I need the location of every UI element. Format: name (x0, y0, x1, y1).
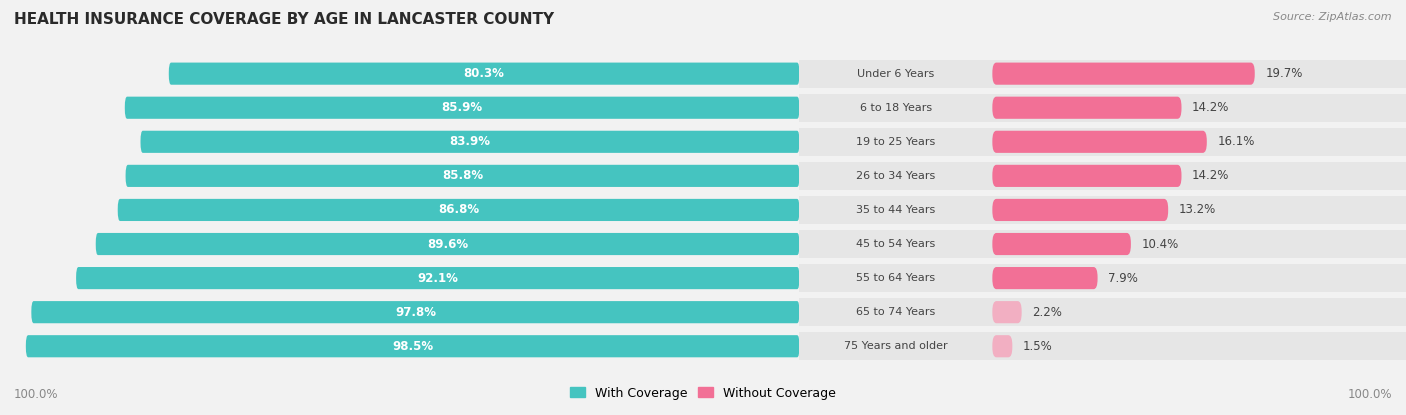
FancyBboxPatch shape (993, 230, 1392, 258)
Text: 14.2%: 14.2% (1192, 101, 1229, 114)
Text: 10.4%: 10.4% (1142, 237, 1178, 251)
FancyBboxPatch shape (125, 97, 800, 119)
Text: 75 Years and older: 75 Years and older (844, 341, 948, 351)
FancyBboxPatch shape (993, 264, 1392, 292)
Text: 65 to 74 Years: 65 to 74 Years (856, 307, 935, 317)
FancyBboxPatch shape (800, 196, 993, 224)
Text: 83.9%: 83.9% (450, 135, 491, 148)
FancyBboxPatch shape (800, 332, 1406, 360)
FancyBboxPatch shape (993, 59, 1392, 88)
Text: 14.2%: 14.2% (1192, 169, 1229, 182)
Text: 55 to 64 Years: 55 to 64 Years (856, 273, 935, 283)
FancyBboxPatch shape (993, 196, 1392, 224)
FancyBboxPatch shape (993, 199, 1168, 221)
FancyBboxPatch shape (993, 128, 1392, 156)
FancyBboxPatch shape (993, 63, 1254, 85)
FancyBboxPatch shape (993, 332, 1392, 360)
FancyBboxPatch shape (800, 264, 1406, 292)
FancyBboxPatch shape (800, 128, 1406, 156)
Text: 89.6%: 89.6% (427, 237, 468, 251)
Text: 80.3%: 80.3% (464, 67, 505, 80)
FancyBboxPatch shape (125, 165, 800, 187)
FancyBboxPatch shape (993, 298, 1392, 326)
FancyBboxPatch shape (993, 94, 1392, 122)
Text: 26 to 34 Years: 26 to 34 Years (856, 171, 935, 181)
Legend: With Coverage, Without Coverage: With Coverage, Without Coverage (565, 382, 841, 405)
FancyBboxPatch shape (76, 267, 800, 289)
Text: 100.0%: 100.0% (1347, 388, 1392, 401)
FancyBboxPatch shape (800, 128, 993, 156)
FancyBboxPatch shape (118, 199, 800, 221)
Text: 85.9%: 85.9% (441, 101, 482, 114)
FancyBboxPatch shape (800, 162, 1406, 190)
Text: 13.2%: 13.2% (1178, 203, 1216, 217)
FancyBboxPatch shape (141, 131, 800, 153)
FancyBboxPatch shape (993, 301, 1022, 323)
Text: 100.0%: 100.0% (14, 388, 59, 401)
Text: 86.8%: 86.8% (439, 203, 479, 217)
Text: 92.1%: 92.1% (418, 271, 458, 285)
FancyBboxPatch shape (993, 267, 1098, 289)
FancyBboxPatch shape (800, 59, 1406, 88)
Text: Source: ZipAtlas.com: Source: ZipAtlas.com (1274, 12, 1392, 22)
FancyBboxPatch shape (800, 298, 1406, 326)
FancyBboxPatch shape (993, 233, 1130, 255)
FancyBboxPatch shape (993, 335, 1012, 357)
FancyBboxPatch shape (25, 335, 800, 357)
FancyBboxPatch shape (800, 196, 1406, 224)
Text: 6 to 18 Years: 6 to 18 Years (860, 103, 932, 113)
Text: 19.7%: 19.7% (1265, 67, 1303, 80)
Text: 16.1%: 16.1% (1218, 135, 1254, 148)
FancyBboxPatch shape (993, 162, 1392, 190)
FancyBboxPatch shape (800, 264, 993, 292)
FancyBboxPatch shape (800, 230, 1406, 258)
FancyBboxPatch shape (96, 233, 800, 255)
Text: 98.5%: 98.5% (392, 340, 433, 353)
Text: 35 to 44 Years: 35 to 44 Years (856, 205, 935, 215)
FancyBboxPatch shape (993, 131, 1206, 153)
Text: Under 6 Years: Under 6 Years (858, 68, 935, 79)
FancyBboxPatch shape (31, 301, 800, 323)
Text: 85.8%: 85.8% (441, 169, 484, 182)
FancyBboxPatch shape (993, 97, 1181, 119)
FancyBboxPatch shape (800, 230, 993, 258)
Text: 1.5%: 1.5% (1024, 340, 1053, 353)
FancyBboxPatch shape (993, 165, 1181, 187)
FancyBboxPatch shape (800, 94, 1406, 122)
FancyBboxPatch shape (169, 63, 800, 85)
Text: HEALTH INSURANCE COVERAGE BY AGE IN LANCASTER COUNTY: HEALTH INSURANCE COVERAGE BY AGE IN LANC… (14, 12, 554, 27)
FancyBboxPatch shape (800, 298, 993, 326)
FancyBboxPatch shape (800, 94, 993, 122)
Text: 2.2%: 2.2% (1032, 306, 1062, 319)
Text: 45 to 54 Years: 45 to 54 Years (856, 239, 935, 249)
Text: 7.9%: 7.9% (1108, 271, 1137, 285)
FancyBboxPatch shape (800, 162, 993, 190)
FancyBboxPatch shape (800, 59, 993, 88)
FancyBboxPatch shape (800, 332, 993, 360)
Text: 97.8%: 97.8% (395, 306, 436, 319)
Text: 19 to 25 Years: 19 to 25 Years (856, 137, 935, 147)
